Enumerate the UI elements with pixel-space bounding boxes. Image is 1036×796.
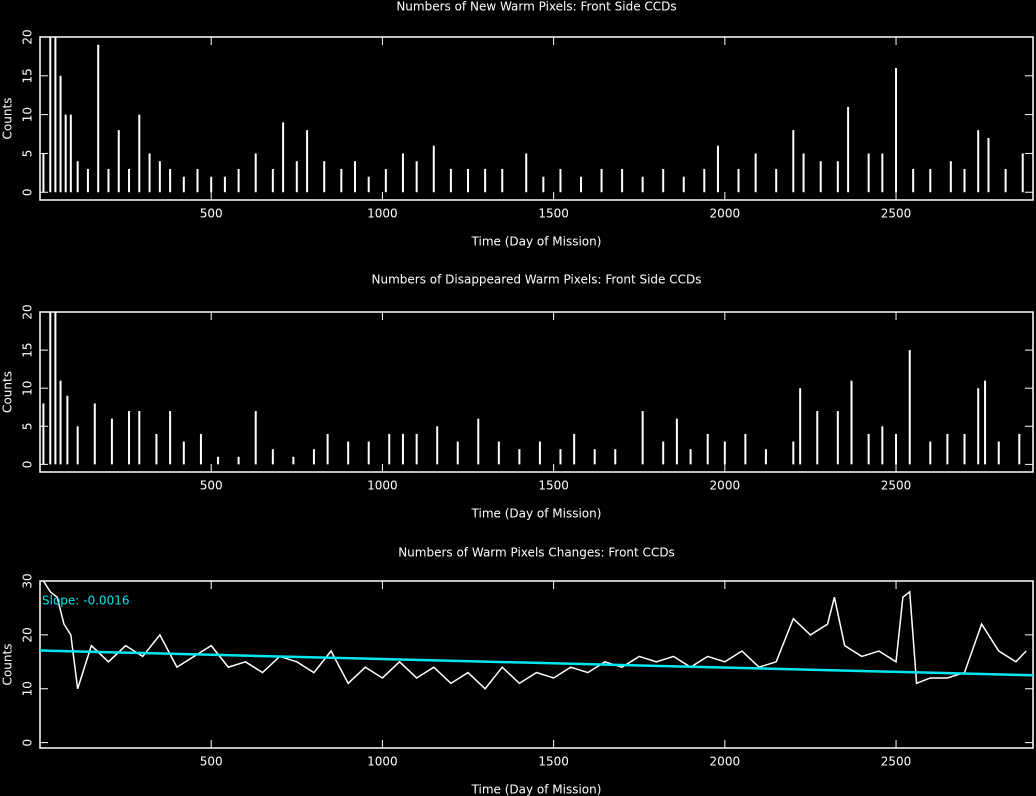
y-axis-label: Counts	[1, 644, 15, 686]
x-tick-label: 2000	[710, 755, 741, 769]
y-tick-label: 5	[21, 422, 35, 430]
fit-line	[39, 649, 1034, 677]
x-tick-label: 2500	[881, 207, 912, 221]
y-tick-label: 20	[21, 304, 35, 319]
x-tick-label: 1000	[367, 207, 398, 221]
x-tick-label: 1500	[538, 479, 569, 493]
x-tick-label: 2000	[710, 207, 741, 221]
x-tick-label: 2500	[881, 755, 912, 769]
y-tick-label: 15	[21, 342, 35, 357]
y-tick-label: 15	[21, 68, 35, 83]
x-tick-label: 2500	[881, 479, 912, 493]
y-tick-label: 20	[21, 29, 35, 44]
y-tick-label: 0	[21, 739, 35, 747]
y-tick-label: 0	[21, 461, 35, 469]
chart-title: Numbers of Warm Pixels Changes: Front CC…	[398, 546, 675, 560]
plot-frame	[39, 580, 1034, 749]
x-tick-label: 500	[200, 479, 223, 493]
x-axis-label: Time (Day of Mission)	[471, 507, 602, 521]
y-tick-label: 5	[21, 150, 35, 158]
annotation: Slope: -0.0016	[42, 594, 129, 608]
x-tick-label: 1000	[367, 479, 398, 493]
x-tick-label: 1500	[538, 755, 569, 769]
y-tick-label: 30	[21, 573, 35, 588]
x-tick-label: 2000	[710, 479, 741, 493]
x-tick-label: 500	[200, 207, 223, 221]
x-axis-label: Time (Day of Mission)	[471, 783, 602, 796]
x-tick-label: 1500	[538, 207, 569, 221]
x-tick-label: 500	[200, 755, 223, 769]
chart-title: Numbers of Disappeared Warm Pixels: Fron…	[371, 273, 701, 287]
data-line	[42, 580, 1027, 690]
plot-frame	[39, 311, 1034, 473]
x-tick-label: 1000	[367, 755, 398, 769]
y-tick-label: 10	[21, 381, 35, 396]
y-tick-label: 10	[21, 681, 35, 696]
y-tick-label: 10	[21, 107, 35, 122]
plot-frame	[39, 36, 1034, 201]
y-tick-label: 0	[21, 188, 35, 196]
y-axis-label: Counts	[1, 371, 15, 413]
x-axis-label: Time (Day of Mission)	[471, 235, 602, 249]
y-axis-label: Counts	[1, 98, 15, 140]
y-tick-label: 20	[21, 627, 35, 642]
chart-title: Numbers of New Warm Pixels: Front Side C…	[396, 0, 676, 14]
